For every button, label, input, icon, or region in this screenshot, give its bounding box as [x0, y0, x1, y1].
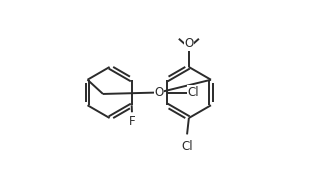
- Text: F: F: [129, 115, 136, 128]
- Text: O: O: [154, 86, 163, 99]
- Text: Cl: Cl: [188, 86, 199, 99]
- Text: O: O: [184, 37, 193, 50]
- Text: Cl: Cl: [181, 140, 193, 153]
- Text: O: O: [169, 24, 178, 37]
